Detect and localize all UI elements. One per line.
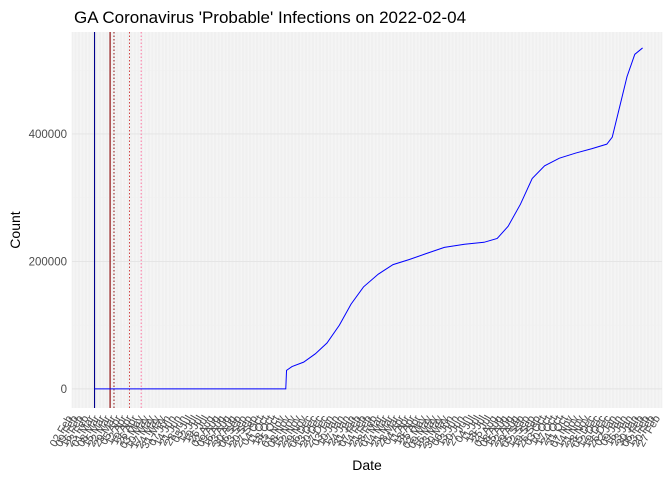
reference-lines: [93, 32, 142, 408]
x-axis-title: Date: [352, 457, 382, 473]
series-layer: [94, 47, 643, 390]
y-tick-labels: 0 200000 400000: [29, 129, 67, 396]
minor-gridlines: [71, 32, 663, 408]
major-gridlines: [72, 69, 662, 390]
chart-title: GA Coronavirus 'Probable' Infections on …: [74, 8, 466, 27]
y-tick-label: 200000: [29, 256, 67, 268]
y-tick-label: 400000: [29, 129, 67, 141]
y-tick-label: 0: [61, 384, 67, 396]
y-axis-title: Count: [7, 211, 23, 248]
series-line: [94, 47, 643, 390]
